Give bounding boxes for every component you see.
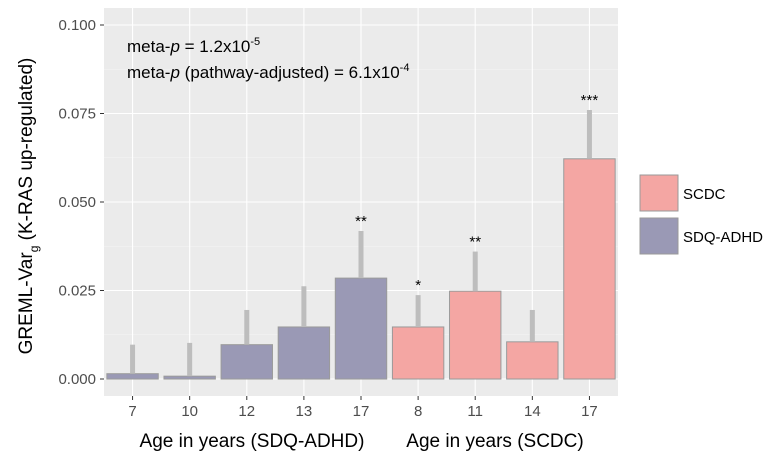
y-tick-label: 0.050 bbox=[58, 194, 96, 211]
x-axis-title-sdq-adhd: Age in years (SDQ-ADHD) bbox=[140, 431, 365, 452]
bar-sdq-adhd-13 bbox=[277, 326, 331, 380]
x-tick-label: 10 bbox=[181, 403, 198, 420]
bar-scdc-17 bbox=[563, 158, 616, 380]
annotation-line-1: meta-p = 1.2x10-5 bbox=[127, 36, 260, 56]
x-tick-label: 13 bbox=[296, 403, 313, 420]
bar-sdq-adhd-17 bbox=[334, 277, 388, 380]
y-ticks: 0.000 0.025 0.050 0.075 0.100 bbox=[58, 17, 104, 388]
bar-scdc-11 bbox=[449, 290, 502, 380]
y-tick-label: 0.100 bbox=[58, 17, 96, 34]
x-tick-label: 17 bbox=[581, 403, 598, 420]
legend-key-scdc bbox=[639, 174, 679, 212]
x-tick-label: 17 bbox=[353, 403, 370, 420]
x-axis-title-scdc: Age in years (SCDC) bbox=[406, 431, 583, 452]
bar-sdq-adhd-12 bbox=[220, 344, 273, 380]
x-tick-label: 11 bbox=[467, 403, 483, 420]
significance-label: ** bbox=[355, 213, 367, 230]
x-tick-label: 8 bbox=[414, 403, 422, 420]
significance-label: * bbox=[415, 277, 421, 294]
y-tick-label: 0.075 bbox=[58, 106, 96, 123]
significance-label: *** bbox=[581, 92, 599, 109]
x-tick-label: 14 bbox=[524, 403, 541, 420]
bars: ******** bbox=[106, 92, 616, 380]
y-axis-title: GREML-Varg (K-RAS up-regulated) bbox=[16, 58, 41, 355]
legend-key-sdq-adhd bbox=[639, 217, 679, 255]
bar-sdq-adhd-7 bbox=[106, 373, 159, 380]
bar-scdc-8 bbox=[391, 326, 445, 380]
y-tick-label: 0.025 bbox=[58, 283, 96, 300]
bar-scdc-14 bbox=[506, 341, 559, 380]
legend-label-sdq-adhd: SDQ-ADHD bbox=[683, 229, 763, 246]
x-ticks: 7 10 12 13 17 8 11 14 17 bbox=[128, 396, 598, 420]
legend: SCDC SDQ-ADHD bbox=[639, 174, 763, 255]
bar-sdq-adhd-10 bbox=[163, 375, 216, 380]
y-tick-label: 0.000 bbox=[58, 371, 96, 388]
significance-label: ** bbox=[469, 234, 481, 251]
annotation-line-2: meta-p (pathway-adjusted) = 6.1x10-4 bbox=[127, 62, 409, 82]
x-tick-label: 7 bbox=[128, 403, 136, 420]
legend-label-scdc: SCDC bbox=[683, 186, 726, 203]
x-tick-label: 12 bbox=[238, 403, 255, 420]
